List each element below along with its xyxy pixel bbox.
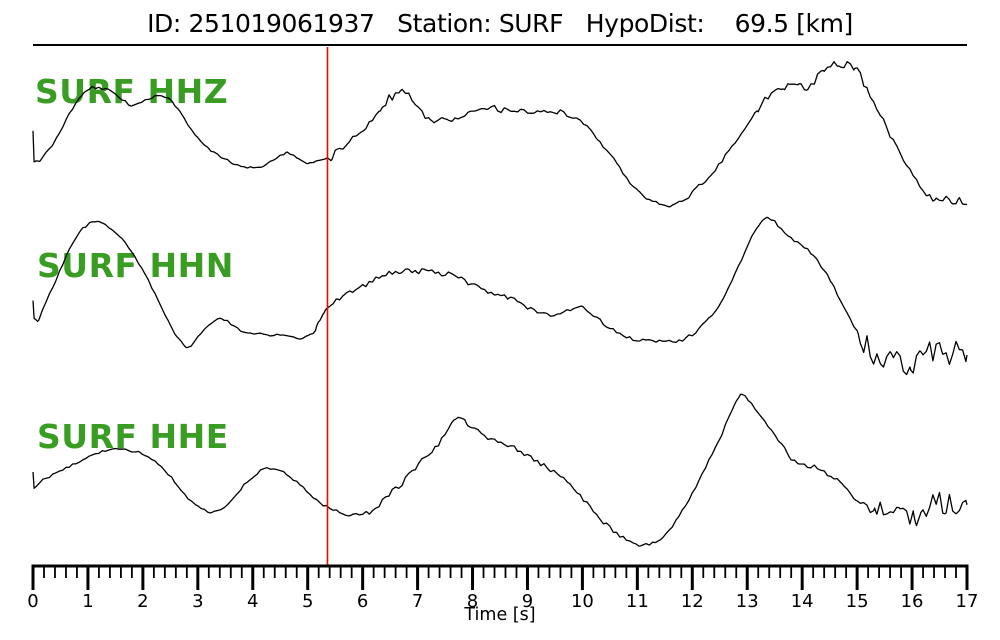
axis-tick-label: 11 bbox=[626, 591, 649, 612]
title-divider-line bbox=[33, 44, 967, 46]
axis-tick-label: 14 bbox=[791, 591, 814, 612]
trace-label-surf-hhn: SURF HHN bbox=[37, 246, 234, 285]
axis-tick-label: 7 bbox=[412, 591, 423, 612]
axis-tick-label: 1 bbox=[82, 591, 93, 612]
axis-tick-label: 10 bbox=[571, 591, 594, 612]
trace-label-surf-hhz: SURF HHZ bbox=[35, 72, 229, 111]
axis-tick-label: 8 bbox=[467, 591, 478, 612]
axis-tick-label: 2 bbox=[137, 591, 148, 612]
axis-tick-label: 3 bbox=[192, 591, 203, 612]
axis-tick-label: 5 bbox=[302, 591, 313, 612]
waveform-surf-hhn bbox=[32, 216, 968, 376]
axis-tick-label: 4 bbox=[247, 591, 258, 612]
time-axis: 0 1 2 3 4 5 6 7 8 9 10 11 12 13 14 15 16 17 bbox=[27, 564, 979, 612]
axis-tick-label: 13 bbox=[736, 591, 759, 612]
axis-tick-label: 0 bbox=[27, 591, 38, 612]
waveform-surf-hhe bbox=[32, 393, 968, 547]
axis-tick-label: 17 bbox=[956, 591, 979, 612]
figure-title: ID: 251019061937 Station: SURF HypoDist:… bbox=[147, 9, 853, 38]
axis-tick-label: 9 bbox=[522, 591, 533, 612]
waveform-surf-hhz bbox=[32, 61, 968, 208]
axis-tick-label: 16 bbox=[901, 591, 924, 612]
waveform-traces bbox=[32, 61, 968, 547]
axis-tick-label: 15 bbox=[846, 591, 869, 612]
axis-tick-label: 6 bbox=[357, 591, 368, 612]
x-axis-label: Time [s] bbox=[463, 605, 535, 625]
trace-label-surf-hhe: SURF HHE bbox=[37, 417, 229, 456]
axis-tick-label: 12 bbox=[681, 591, 704, 612]
